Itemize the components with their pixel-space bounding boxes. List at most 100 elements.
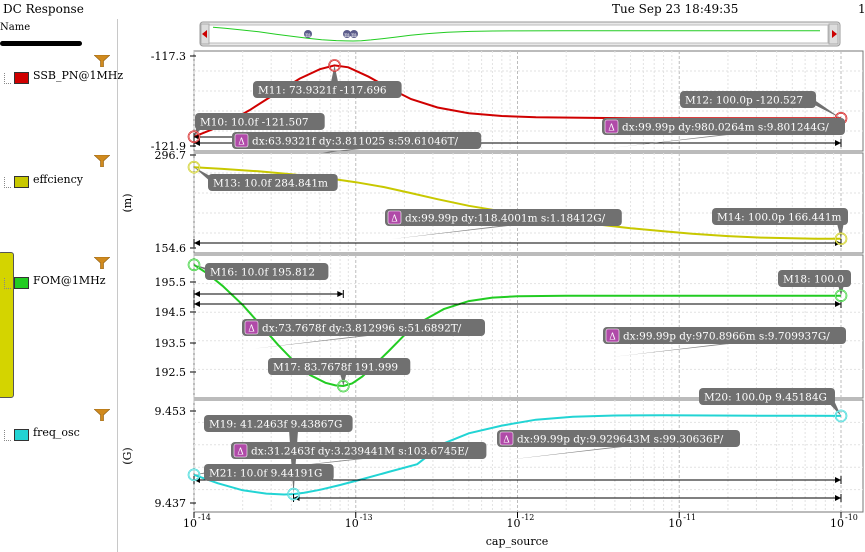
x-tick-exponent: -11 [683,513,696,522]
navigator-marker[interactable]: m [343,30,351,39]
marker-callout-m11[interactable]: M11: 73.9321f -117.696 [253,65,402,98]
x-axis-label: cap_source [486,535,549,548]
trace-color-swatch [14,72,29,84]
marker-label: M11: 73.9321f -117.696 [258,85,387,97]
navigator-marker[interactable]: m [350,30,358,39]
navigator-preview-curve [212,26,820,42]
callout-pointer [194,167,221,182]
filter-funnel-icon[interactable] [94,257,110,269]
marker-label: M19: 41.2463f 9.43867G [209,419,342,431]
marker-callout-m12[interactable]: M12: 100.0p -120.527 [680,91,841,119]
callout-box [712,208,848,225]
marker-callout-m13[interactable]: M13: 10.0f 284.841m [194,167,338,191]
y-tick-label: 9.453 [155,405,187,418]
callout-box [680,91,816,108]
marker-callout-m21[interactable]: M21: 10.0f 9.44191G [194,464,334,481]
filter-funnel-icon[interactable] [94,409,110,421]
y-tick-label: 192.5 [155,366,187,379]
navigator-marker[interactable]: m [304,30,312,39]
delta-label: dx:99.99p dy:970.8966m s:9.709937G/ [623,331,830,343]
y-tick-label: -117.3 [151,50,186,63]
callout-box [205,263,329,280]
y-tick-label: 193.5 [155,337,187,350]
marker-label: M14: 100.0p 166.441m [717,212,842,224]
tree-connector [4,430,11,441]
y-tick-label: -121.9 [151,140,186,153]
delta-symbol: Δ [609,333,616,343]
callout-box [204,464,334,481]
trace-label: SSB_PN@1MHz [33,69,124,82]
delta-icon [499,431,514,446]
x-tick-label: 10 [183,517,197,530]
x-tick-exponent: -14 [198,513,211,522]
delta-symbol: Δ [248,325,255,335]
callout-pointer [505,445,641,460]
callout-box [602,118,845,135]
delta-label: dx:99.99p dy:980.0264m s:9.801244G/ [622,122,829,134]
delta-label: dx:31.2463f dy:3.239441M s:103.6745E/ [251,446,469,458]
callout-box [497,430,740,447]
x-navigator[interactable]: m m m [199,21,841,47]
scroll-right-arrow-icon[interactable] [832,30,837,38]
marker-callout-m16[interactable]: M16: 10.0f 195.812 [194,263,329,280]
marker-ring [835,289,847,302]
y-tick-label: 194.5 [155,306,187,319]
series-line-4[interactable] [193,414,842,496]
marker-callout-m20[interactable]: M20: 100.0p 9.45184G [699,388,841,416]
marker-callout-m18[interactable]: M18: 100.0 [778,270,851,296]
callout-box [231,442,487,459]
trace-color-swatch [14,277,29,289]
tree-connector [4,278,11,289]
callout-box [204,415,353,432]
filter-funnel-icon[interactable] [94,155,110,167]
callout-pointer [250,334,386,349]
trace-label: FOM@1MHz [33,274,106,287]
delta-arrowhead [835,477,841,483]
delta-arrowhead [835,301,841,307]
callout-pointer [242,457,382,472]
marker-ring [188,130,200,143]
scroll-left-arrow-icon[interactable] [202,30,207,38]
x-tick-label: 10 [345,517,359,530]
window-title: DC Response [3,2,84,16]
callout-box [195,113,325,130]
marker-callout-m17[interactable]: M17: 83.7678f 191.999 [268,358,411,387]
marker-ring [188,161,200,174]
marker-callout-m10[interactable]: M10: 10.0f -121.507 [194,113,325,137]
navigator-marker-label: m [305,32,311,39]
strip-panel-2: 296.7 154.6 (m) M13: 10.0f 284.841m M14: 100… [121,149,864,255]
delta-label: dx:73.7678f dy:3.812996 s:51.6892T/ [262,323,462,335]
delta-arrowhead [194,140,200,146]
tree-connector [4,177,11,188]
callout-box [268,358,411,375]
x-tick-label: 10 [830,517,844,530]
delta-symbol: Δ [238,138,245,148]
marker-callout-m14[interactable]: M14: 100.0p 166.441m [712,208,848,239]
y-axis-label: (G) [121,447,134,464]
trace-label: effciency [33,173,83,186]
marker-label: M16: 10.0f 195.812 [210,267,315,279]
callout-pointer [392,224,526,239]
callout-pointer [610,133,746,148]
delta-icon [604,119,619,134]
callout-box [385,209,622,226]
trace-list-panel: Name SSB_PN@1MHz effciency FOM@1MHz freq… [0,19,123,552]
delta-arrowhead [835,140,841,146]
x-tick-exponent: -12 [522,513,535,522]
marker-label: M21: 10.0f 9.44191G [209,468,322,480]
callout-box [699,388,835,405]
filter-funnel-icon[interactable] [94,55,110,67]
callout-box [253,81,402,98]
delta-arrowhead [194,240,200,246]
name-column-divider[interactable] [0,41,82,46]
strip-panel-3: 195.5 194.5 193.5 192.5 M16: 10.0f 195.812 M1… [155,254,864,399]
delta-symbol: Δ [237,448,244,458]
